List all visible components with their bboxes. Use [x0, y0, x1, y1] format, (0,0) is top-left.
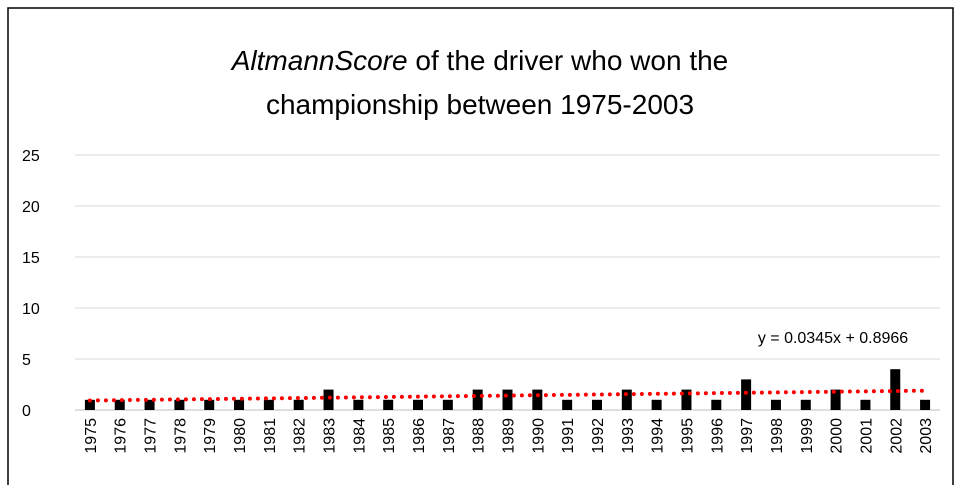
- bar: [323, 389, 334, 410]
- bar: [353, 399, 364, 410]
- bar: [114, 399, 125, 410]
- bar: [532, 389, 543, 410]
- y-tick-label: 5: [22, 352, 31, 369]
- bar: [263, 399, 274, 410]
- y-tick-label: 15: [22, 250, 40, 267]
- x-tick-label: 1981: [262, 418, 279, 454]
- y-tick-label: 10: [22, 301, 40, 318]
- x-tick-label: 1975: [83, 418, 100, 454]
- bar: [621, 389, 632, 410]
- bar: [293, 399, 304, 410]
- x-tick-label: 1997: [739, 418, 756, 454]
- bar: [920, 399, 931, 410]
- bar: [800, 399, 811, 410]
- y-tick-label: 0: [22, 403, 31, 420]
- bar: [890, 369, 901, 410]
- chart-title-line: championship between 1975-2003: [266, 89, 694, 120]
- chart-border: [7, 7, 954, 485]
- x-tick-label: 1999: [799, 418, 816, 454]
- x-tick-label: 1976: [113, 418, 130, 454]
- bar: [681, 389, 692, 410]
- x-tick-label: 1987: [441, 418, 458, 454]
- bar: [84, 399, 95, 410]
- bar: [770, 399, 781, 410]
- bar: [144, 399, 155, 410]
- bar: [591, 399, 602, 410]
- bar: [383, 399, 394, 410]
- bar: [651, 399, 662, 410]
- bar: [472, 389, 483, 410]
- bar: [442, 399, 453, 410]
- x-tick-label: 1996: [709, 418, 726, 454]
- x-tick-label: 1992: [590, 418, 607, 454]
- x-tick-label: 2000: [829, 418, 846, 454]
- title-text: championship between 1975-2003: [266, 89, 694, 120]
- x-tick-label: 1985: [381, 418, 398, 454]
- x-tick-label: 2002: [888, 418, 905, 454]
- x-tick-label: 1980: [232, 418, 249, 454]
- trendline: [87, 388, 928, 403]
- x-tick-label: 1978: [172, 418, 189, 454]
- x-tick-label: 1995: [679, 418, 696, 454]
- trendline-label: y = 0.0345x + 0.8966: [758, 330, 908, 347]
- x-tick-label: 1977: [143, 418, 160, 454]
- bar: [711, 399, 722, 410]
- bar: [562, 399, 573, 410]
- x-tick-label: 2003: [918, 418, 935, 454]
- title-text: of the driver who won the: [408, 45, 729, 76]
- bar: [174, 399, 185, 410]
- bar: [204, 399, 215, 410]
- title-italic: AltmannScore: [230, 45, 408, 76]
- y-tick-label: 20: [22, 199, 40, 216]
- x-tick-label: 1988: [471, 418, 488, 454]
- x-tick-label: 1989: [501, 418, 518, 454]
- x-tick-label: 2001: [858, 418, 875, 454]
- x-tick-label: 1991: [560, 418, 577, 454]
- x-tick-label: 1983: [322, 418, 339, 454]
- bar: [234, 399, 245, 410]
- bar: [860, 399, 871, 410]
- x-tick-label: 1993: [620, 418, 637, 454]
- bar: [413, 399, 424, 410]
- chart-title-line: AltmannScore of the driver who won the: [230, 45, 729, 76]
- x-tick-label: 1979: [202, 418, 219, 454]
- x-tick-label: 1990: [530, 418, 547, 454]
- x-tick-label: 1986: [411, 418, 428, 454]
- x-tick-label: 1984: [351, 418, 368, 454]
- bar: [502, 389, 513, 410]
- x-tick-label: 1994: [650, 418, 667, 454]
- x-tick-label: 1982: [292, 418, 309, 454]
- y-tick-label: 25: [22, 148, 40, 165]
- x-tick-label: 1998: [769, 418, 786, 454]
- bar: [830, 389, 841, 410]
